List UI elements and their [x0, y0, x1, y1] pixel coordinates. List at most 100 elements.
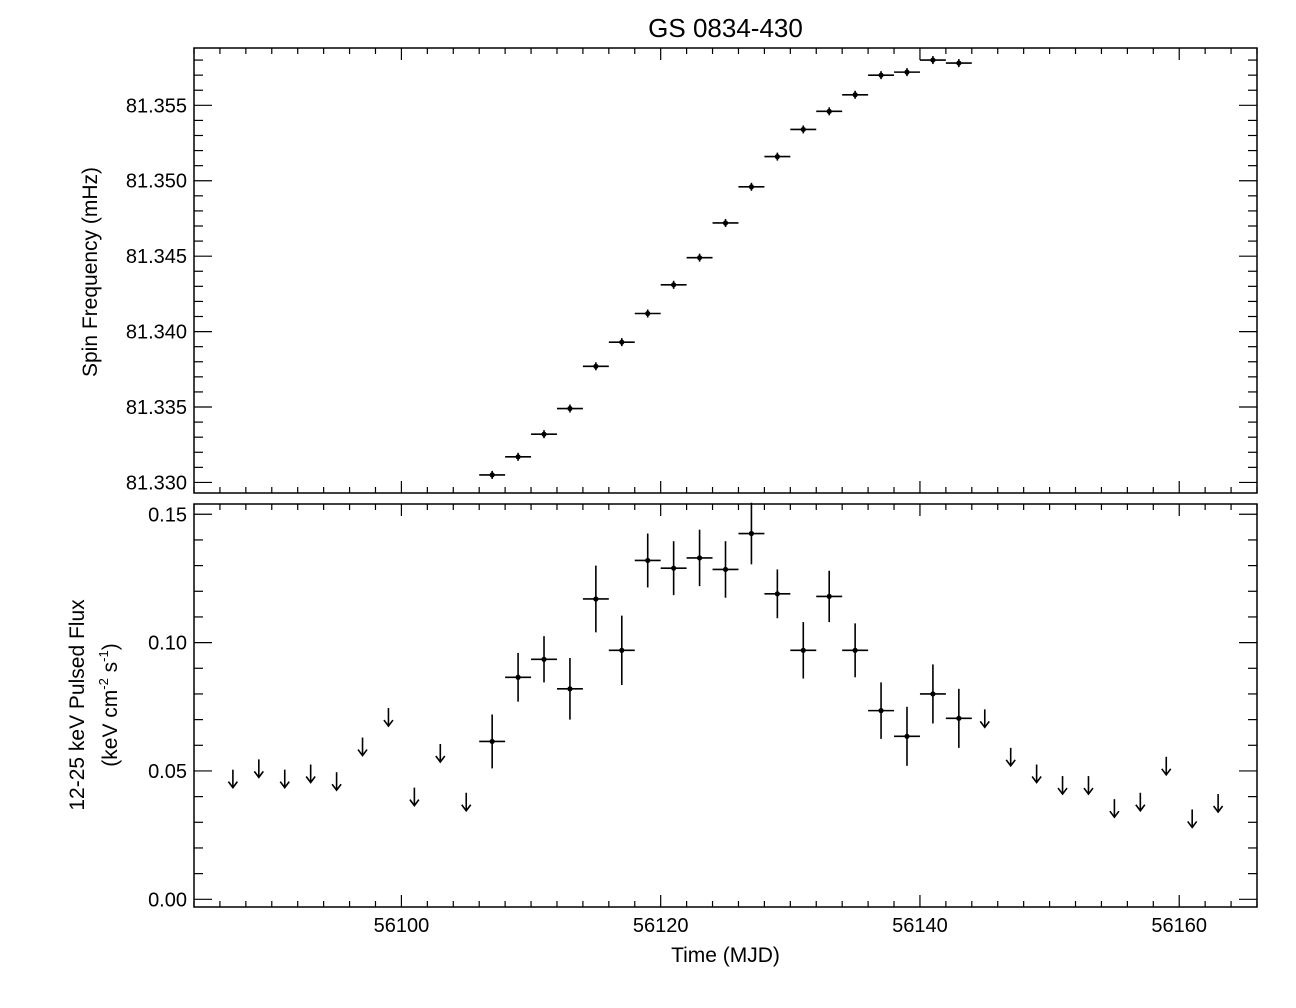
data-marker [696, 555, 703, 561]
data-marker [904, 69, 910, 75]
spin-frequency-point [790, 125, 817, 134]
upper-limit-arrow [253, 759, 264, 779]
upper-limit-arrow [227, 769, 239, 789]
top-x-ticks [193, 48, 1258, 493]
pulsed-flux-point [764, 569, 791, 619]
unit-text: (keV cm [99, 690, 122, 767]
pulsed-flux-point [919, 664, 946, 724]
data-marker [593, 596, 599, 602]
pulsed-flux-point [868, 682, 895, 739]
upper-limit-head [383, 719, 394, 728]
top-y-ticks: 81.330 81.335 81.340 81.345 81.350 81.355 [126, 59, 1257, 494]
upper-limit-head [279, 781, 290, 789]
data-marker [567, 405, 573, 412]
upper-limit-head [979, 720, 990, 729]
data-marker [930, 57, 936, 63]
data-marker [774, 154, 780, 160]
x-tick-label: 56160 [1151, 915, 1207, 937]
spin-frequency-point [816, 107, 843, 116]
spin-frequency-point [608, 338, 635, 347]
data-marker [619, 647, 625, 653]
data-marker [800, 126, 806, 133]
y-tick-label: 0.15 [148, 504, 187, 526]
data-marker [826, 593, 832, 600]
spin-frequency-point [556, 404, 583, 413]
data-marker [956, 60, 962, 66]
pulsed-flux-point [505, 652, 532, 702]
upper-limit-arrow [979, 709, 990, 729]
top-plot-frame [193, 47, 1258, 494]
pulsed-flux-point [634, 533, 661, 588]
unit-exponent: -1 [96, 650, 111, 662]
upper-limit-arrow [279, 769, 290, 789]
y-tick-label: 0.10 [148, 633, 187, 655]
upper-limit-arrow [357, 737, 368, 757]
data-marker [956, 715, 962, 721]
data-marker [930, 691, 936, 697]
spin-frequency-point [582, 362, 609, 371]
bottom-y-ticks: 0.00 0.05 0.10 0.15 [148, 504, 1257, 911]
upper-limit-arrow [1109, 799, 1120, 819]
spin-frequency-panel: 81.330 81.335 81.340 81.345 81.350 81.355 Spi… [79, 47, 1258, 494]
data-marker [489, 472, 495, 478]
upper-limit-head [1083, 787, 1094, 796]
spin-frequency-point [868, 71, 895, 80]
pulsed-flux-point [556, 658, 583, 720]
bottom-y-axis-units: (keV cm-2 s-1) [96, 643, 122, 766]
upper-limit-arrow [1031, 764, 1042, 784]
pulsed-flux-panel: 56100 56120 56140 56160 0.00 0.05 0.10 0.15 12… [66, 502, 1258, 967]
upper-limit-arrow [435, 743, 446, 764]
bottom-data-points [227, 502, 1224, 829]
y-tick-label: 81.330 [126, 472, 187, 494]
upper-limit-arrow [1083, 776, 1094, 796]
upper-limit-arrow [1161, 756, 1172, 777]
y-tick-label: 0.05 [148, 761, 187, 783]
pulsed-flux-point [790, 622, 817, 679]
upper-limit-head [1005, 759, 1016, 768]
upper-limit-head [253, 770, 264, 779]
data-marker [878, 72, 884, 78]
unit-text: s [99, 662, 122, 678]
data-marker [489, 738, 495, 745]
pulsed-flux-point [660, 541, 687, 596]
y-tick-label: 81.335 [126, 397, 187, 419]
spin-frequency-point [738, 182, 765, 191]
data-marker [541, 656, 547, 662]
pulsed-flux-point [608, 615, 635, 685]
spin-frequency-point [531, 430, 557, 439]
upper-limit-head [1161, 768, 1172, 777]
upper-limit-head [1109, 810, 1120, 819]
x-tick-label: 56140 [892, 915, 948, 937]
data-marker [515, 674, 521, 680]
unit-exponent: -2 [96, 678, 111, 690]
upper-limit-head [357, 749, 368, 757]
data-marker [774, 591, 780, 597]
upper-limit-head [305, 776, 316, 784]
upper-limit-head [409, 799, 420, 807]
chart-title: GS 0834-430 [648, 13, 803, 43]
top-data-points [479, 56, 972, 479]
y-tick-label: 81.350 [126, 171, 187, 193]
pulsed-flux-point [582, 565, 609, 633]
spin-frequency-point [479, 470, 506, 479]
upper-limit-arrow [305, 764, 316, 784]
data-marker [515, 454, 521, 460]
pulsed-flux-point [894, 706, 920, 766]
upper-limit-arrow [1005, 747, 1016, 768]
data-marker [645, 310, 651, 317]
data-marker [852, 92, 858, 98]
data-marker [696, 255, 703, 261]
pulsed-flux-point [738, 502, 765, 565]
y-tick-label: 81.355 [126, 95, 187, 117]
upper-limit-arrow [331, 772, 342, 792]
spin-frequency-point [764, 152, 791, 161]
upper-limit-arrow [1135, 792, 1146, 813]
upper-limit-arrow [1212, 794, 1224, 814]
pulsed-flux-point [842, 623, 869, 678]
upper-limit-arrow [461, 792, 472, 813]
data-marker [904, 733, 910, 739]
data-marker [852, 647, 858, 653]
data-marker [878, 708, 884, 714]
data-marker [722, 566, 729, 573]
